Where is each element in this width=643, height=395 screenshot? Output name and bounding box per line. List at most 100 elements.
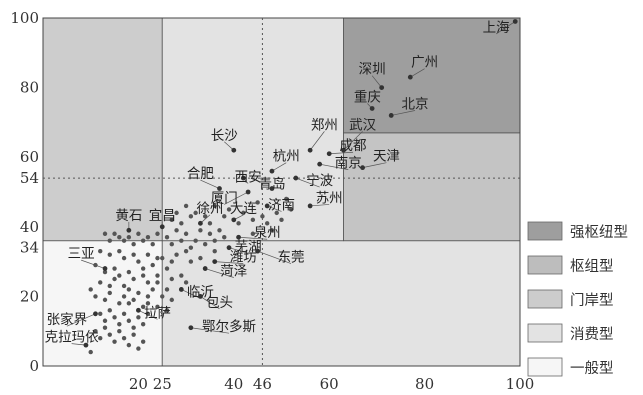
legend-swatch [527,289,563,309]
data-point [107,290,112,296]
data-point [136,259,141,264]
leader-line [391,110,416,116]
leader-line [271,162,287,172]
data-point [121,294,127,299]
city-label: 芜湖 [235,239,262,255]
legend-swatch [527,323,563,343]
data-point [169,297,174,303]
city-point [264,203,270,209]
city-label: 天津 [373,149,400,165]
city-point [226,245,232,251]
city-point [198,220,203,226]
y-tick-label: 40 [20,218,39,236]
data-point [102,318,108,323]
data-point [164,287,170,292]
city-point [102,266,108,271]
city-point [379,85,385,90]
data-point [145,252,151,257]
data-point [169,217,174,223]
city-label: 潍坊 [230,250,257,266]
y-tick-label: 100 [10,9,39,27]
data-point [98,335,103,341]
data-point [126,287,132,292]
city-point [136,307,141,313]
legend-label: 门岸型 [570,292,614,309]
city-point [326,151,332,157]
city-point [231,147,237,153]
data-point [126,269,132,275]
city-label: 深圳 [359,62,386,78]
data-point [264,221,270,226]
data-point [155,231,160,236]
city-label: 苏州 [316,190,343,206]
data-point [117,301,122,306]
data-point [145,235,151,240]
data-point [169,242,174,247]
data-point [140,273,146,278]
data-point [112,231,117,236]
data-point [169,259,174,264]
leader-line [138,310,158,320]
city-label: 黄石 [115,208,142,224]
data-point [126,301,132,306]
region-1 [161,240,521,367]
city-label: 重庆 [354,90,381,106]
city-label: 西安 [235,170,262,186]
city-point [178,287,184,292]
x-tick-label: 40 [224,375,243,393]
x-tick-label: 20 [129,375,148,393]
city-label: 厦门 [211,190,238,206]
data-point [222,235,227,240]
data-point [102,325,108,330]
city-point [159,224,165,230]
leader-line [267,205,282,212]
leader-line [238,236,268,240]
city-label: 合肥 [187,166,214,182]
x-tick-label: 100 [506,375,535,393]
city-label: 武汉 [349,117,376,133]
leader-line [257,250,292,264]
data-point [255,200,260,205]
leader-line [319,163,349,170]
city-label: 广州 [411,55,438,71]
leader-line [214,261,244,264]
leader-line [310,204,330,207]
data-point [145,294,151,299]
data-point [188,245,194,250]
data-point [98,311,103,316]
leader-line [309,131,325,151]
city-point [307,147,313,153]
data-point [121,255,127,261]
leader-line [362,162,387,168]
city-point [407,74,413,80]
data-point [136,315,141,320]
city-label: 长沙 [211,128,238,144]
data-point [102,231,108,236]
city-point [217,186,222,191]
data-point [140,322,146,327]
data-point [174,210,179,216]
data-point [117,248,122,254]
data-point [117,235,122,240]
city-point [126,227,132,233]
data-point [222,214,227,219]
leader-line [295,177,320,188]
data-point [160,294,165,299]
data-point [155,304,160,310]
leader-line [495,21,516,35]
region-4 [343,132,521,242]
data-point [164,266,170,271]
city-label: 张家界 [47,311,88,328]
data-point [102,269,108,275]
data-point [112,339,117,344]
data-point [179,273,184,278]
data-point [269,228,275,233]
city-point [269,168,275,174]
data-point [202,242,208,247]
leader-line [410,68,425,78]
data-point [236,221,241,226]
data-point [131,332,136,337]
data-point [183,231,189,236]
data-point [164,235,170,240]
city-point [369,106,375,111]
